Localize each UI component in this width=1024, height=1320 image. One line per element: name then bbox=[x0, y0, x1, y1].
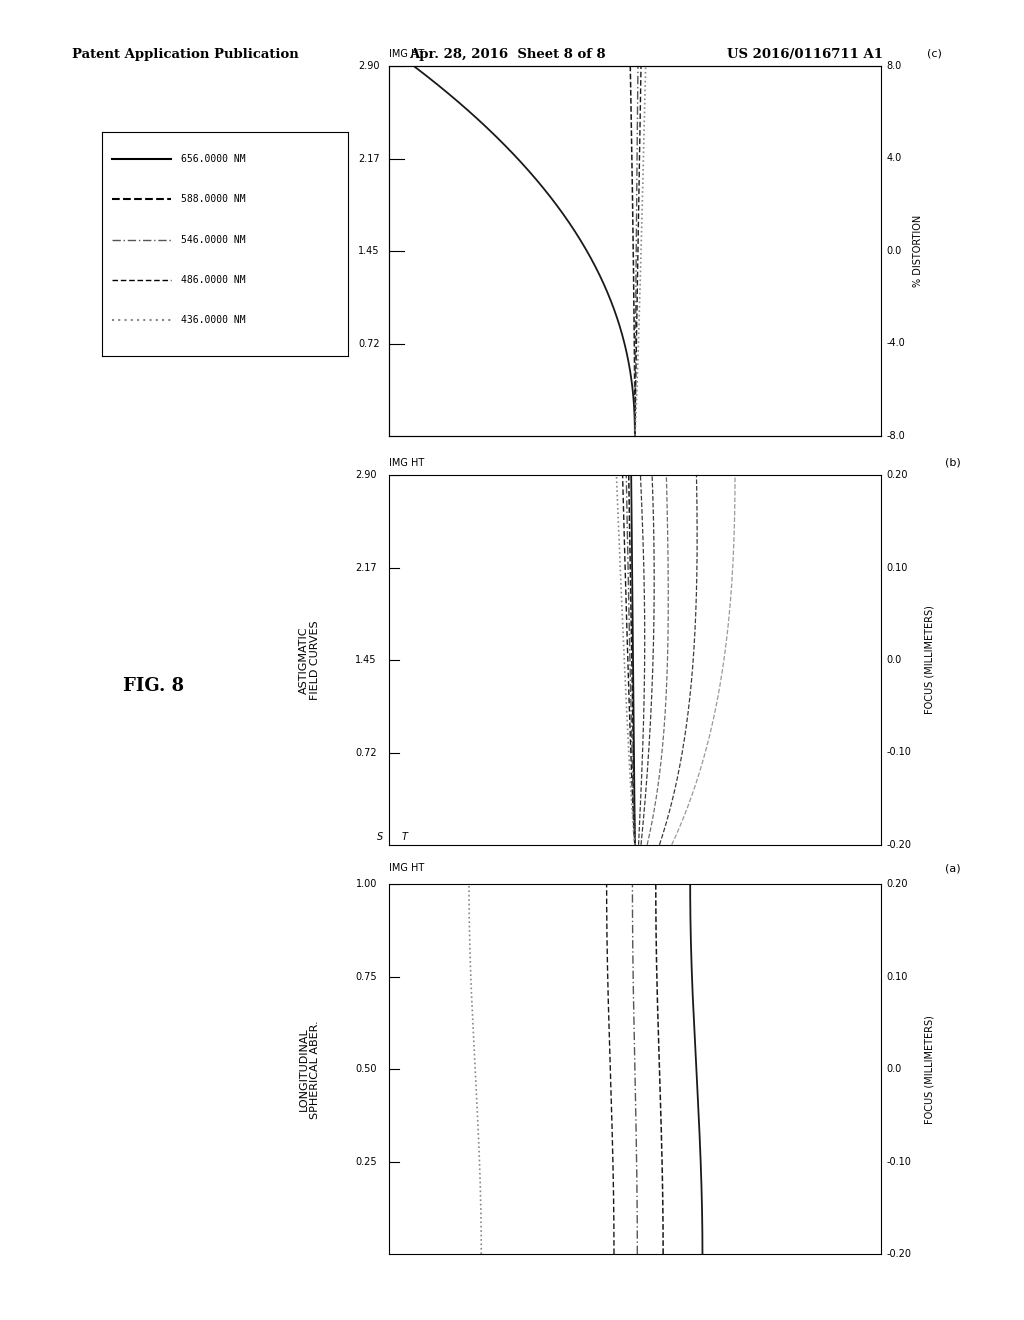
Text: (a): (a) bbox=[945, 863, 961, 874]
Text: 0.20: 0.20 bbox=[886, 470, 907, 480]
Text: 2.17: 2.17 bbox=[358, 154, 380, 164]
Text: ASTIGMATIC
FIELD CURVES: ASTIGMATIC FIELD CURVES bbox=[298, 620, 321, 700]
Text: 0.0: 0.0 bbox=[886, 655, 901, 665]
Text: 0.0: 0.0 bbox=[886, 246, 901, 256]
Text: -0.20: -0.20 bbox=[886, 1249, 911, 1259]
Text: 588.0000 NM: 588.0000 NM bbox=[181, 194, 246, 205]
Text: 1.45: 1.45 bbox=[355, 655, 377, 665]
Text: 0.10: 0.10 bbox=[886, 562, 907, 573]
Text: 8.0: 8.0 bbox=[886, 61, 901, 71]
Text: (b): (b) bbox=[945, 458, 961, 467]
Text: IMG HT: IMG HT bbox=[389, 863, 424, 874]
Text: 0.50: 0.50 bbox=[355, 1064, 377, 1074]
Text: -0.10: -0.10 bbox=[886, 747, 911, 758]
Text: 0.10: 0.10 bbox=[886, 972, 907, 982]
Text: -0.20: -0.20 bbox=[886, 840, 911, 850]
Text: FIG. 8: FIG. 8 bbox=[123, 677, 184, 696]
Text: 2.90: 2.90 bbox=[355, 470, 377, 480]
Text: S: S bbox=[377, 832, 383, 842]
Text: 0.72: 0.72 bbox=[358, 339, 380, 348]
Text: 0.0: 0.0 bbox=[886, 1064, 901, 1074]
Text: 656.0000 NM: 656.0000 NM bbox=[181, 154, 246, 164]
Text: 1.00: 1.00 bbox=[355, 879, 377, 890]
Text: 0.20: 0.20 bbox=[886, 879, 907, 890]
Text: 2.90: 2.90 bbox=[358, 61, 380, 71]
Text: 0.75: 0.75 bbox=[355, 972, 377, 982]
Text: -4.0: -4.0 bbox=[886, 338, 905, 348]
Text: 0.25: 0.25 bbox=[355, 1156, 377, 1167]
Text: 486.0000 NM: 486.0000 NM bbox=[181, 275, 246, 285]
Text: Patent Application Publication: Patent Application Publication bbox=[72, 48, 298, 61]
Text: IMG HT: IMG HT bbox=[389, 49, 424, 58]
Text: % DISTORTION: % DISTORTION bbox=[912, 215, 923, 286]
Text: (c): (c) bbox=[927, 49, 942, 58]
Text: -0.10: -0.10 bbox=[886, 1156, 911, 1167]
Text: FOCUS (MILLIMETERS): FOCUS (MILLIMETERS) bbox=[925, 606, 935, 714]
Text: 436.0000 NM: 436.0000 NM bbox=[181, 315, 246, 326]
Text: Apr. 28, 2016  Sheet 8 of 8: Apr. 28, 2016 Sheet 8 of 8 bbox=[410, 48, 606, 61]
Text: FOCUS (MILLIMETERS): FOCUS (MILLIMETERS) bbox=[925, 1015, 935, 1123]
Text: 4.0: 4.0 bbox=[886, 153, 901, 164]
Text: 546.0000 NM: 546.0000 NM bbox=[181, 235, 246, 244]
Text: 0.72: 0.72 bbox=[355, 748, 377, 758]
Text: 1.45: 1.45 bbox=[358, 246, 380, 256]
Text: LONGITUDINAL
SPHERICAL ABER.: LONGITUDINAL SPHERICAL ABER. bbox=[298, 1020, 321, 1118]
Text: -8.0: -8.0 bbox=[886, 430, 905, 441]
Text: 2.17: 2.17 bbox=[355, 564, 377, 573]
Text: T: T bbox=[401, 832, 408, 842]
Text: DISTORTION: DISTORTION bbox=[338, 216, 348, 285]
Text: IMG HT: IMG HT bbox=[389, 458, 424, 467]
Text: US 2016/0116711 A1: US 2016/0116711 A1 bbox=[727, 48, 883, 61]
